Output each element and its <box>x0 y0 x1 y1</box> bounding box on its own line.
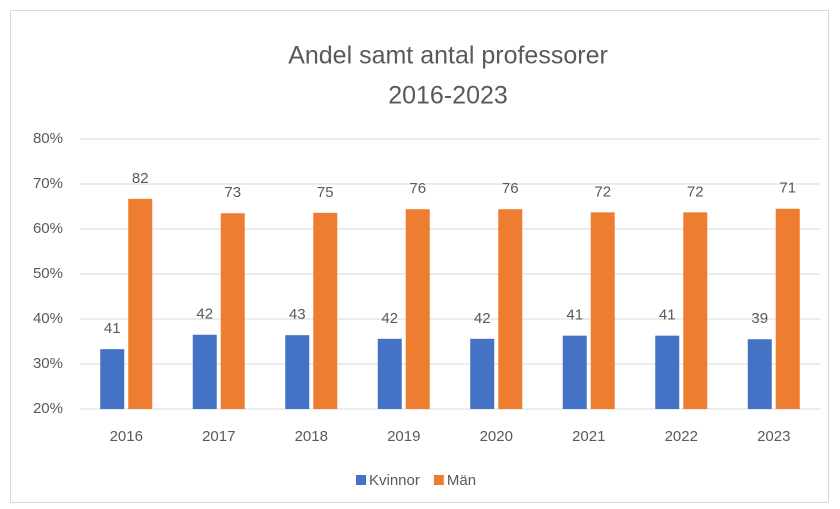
x-tick-label: 2019 <box>387 428 420 445</box>
bar <box>100 349 125 409</box>
x-tick-label: 2018 <box>295 428 328 445</box>
x-tick-label: 2020 <box>480 428 513 445</box>
data-label: 76 <box>502 180 519 197</box>
data-label: 82 <box>132 170 149 187</box>
data-label: 72 <box>687 183 704 200</box>
bar <box>405 209 430 409</box>
data-label: 42 <box>381 310 398 327</box>
data-label: 42 <box>196 306 213 323</box>
bar <box>655 335 680 409</box>
data-label: 75 <box>317 184 334 201</box>
x-tick-label: 2021 <box>572 428 605 445</box>
x-tick-label: 2022 <box>665 428 698 445</box>
legend-label: Män <box>447 472 476 489</box>
data-label: 71 <box>779 180 796 197</box>
bar <box>498 209 523 409</box>
data-label: 43 <box>289 306 306 323</box>
y-tick-label: 60% <box>33 220 63 237</box>
bar <box>470 338 495 409</box>
legend-label: Kvinnor <box>369 472 420 489</box>
y-tick-label: 30% <box>33 355 63 372</box>
data-label: 41 <box>659 307 676 324</box>
bar <box>377 338 402 409</box>
y-tick-label: 80% <box>33 130 63 147</box>
bar <box>220 213 245 409</box>
data-label: 72 <box>594 183 611 200</box>
y-tick-label: 50% <box>33 265 63 282</box>
y-tick-label: 40% <box>33 310 63 327</box>
legend-swatch <box>356 475 366 485</box>
bar <box>562 335 587 409</box>
data-label: 42 <box>474 310 491 327</box>
data-label: 39 <box>751 310 768 327</box>
bar <box>128 198 153 409</box>
bar <box>590 212 615 409</box>
x-tick-label: 2016 <box>110 428 143 445</box>
chart-title: 2016-2023 <box>388 82 508 110</box>
data-label: 41 <box>566 307 583 324</box>
data-label: 41 <box>104 320 121 337</box>
bar <box>192 334 217 409</box>
bar <box>683 212 708 409</box>
x-tick-label: 2023 <box>757 428 790 445</box>
bar <box>747 339 772 409</box>
x-tick-label: 2017 <box>202 428 235 445</box>
y-tick-label: 20% <box>33 400 63 417</box>
legend-swatch <box>433 475 444 485</box>
data-label: 73 <box>224 184 241 201</box>
bar <box>313 212 338 409</box>
chart-title: Andel samt antal professorer <box>288 42 608 70</box>
data-label: 76 <box>409 180 426 197</box>
y-tick-label: 70% <box>33 175 63 192</box>
bar <box>285 335 310 409</box>
bar <box>775 208 800 409</box>
